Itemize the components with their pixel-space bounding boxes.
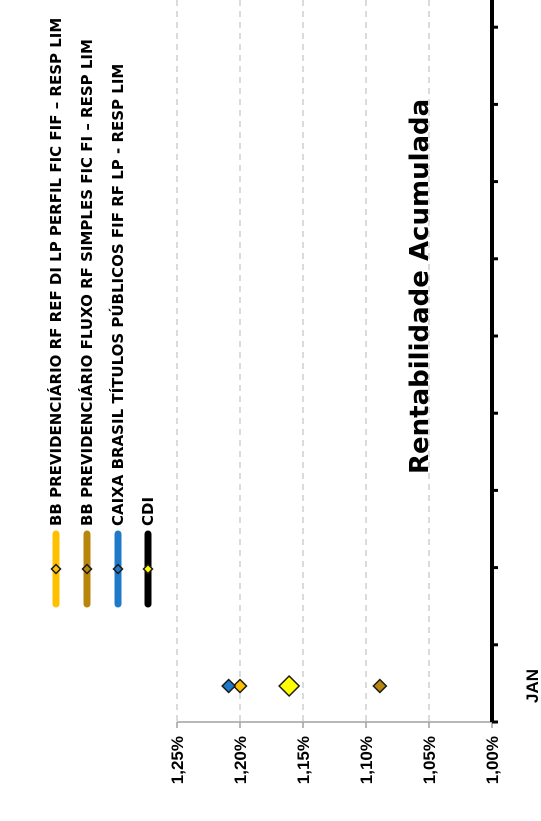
legend: BB PREVIDENCIÁRIO RF REF DI LP PERFIL FI… [46,18,157,608]
legend-label: BB PREVIDENCIÁRIO FLUXO RF SIMPLES FIC F… [77,39,96,526]
legend-item: CAIXA BRASIL TÍTULOS PÚBLICOS FIF RF LP … [108,64,127,608]
legend-swatch-marker [142,563,154,575]
axes [176,0,498,728]
data-point [372,678,388,694]
legend-label: BB PREVIDENCIÁRIO RF REF DI LP PERFIL FI… [46,18,65,526]
legend-item: CDI [139,497,157,608]
chart-title: Rentabilidade Acumulada [405,99,435,474]
y-tick-label: 1,00% [483,736,502,784]
y-tick-label: 1,15% [294,736,313,784]
y-tick-label: 1,10% [357,736,376,784]
category-label: JAN [523,669,541,703]
legend-label: CAIXA BRASIL TÍTULOS PÚBLICOS FIF RF LP … [108,64,127,526]
legend-label: CDI [139,497,157,526]
data-point [278,674,301,698]
legend-item: BB PREVIDENCIÁRIO RF REF DI LP PERFIL FI… [46,18,65,608]
grid-lines [176,0,430,722]
data-points [221,674,388,698]
y-tick-label: 1,05% [420,736,439,784]
category-labels: JAN [523,669,541,703]
legend-swatch-marker [50,563,62,575]
y-tick-label: 1,20% [231,736,250,784]
data-point [232,678,248,694]
legend-swatch-marker [81,563,93,575]
legend-swatch-marker [112,563,124,575]
legend-item: BB PREVIDENCIÁRIO FLUXO RF SIMPLES FIC F… [77,39,96,608]
y-tick-label: 1,25% [168,736,187,784]
y-tick-labels: 1,25% 1,20% 1,15% 1,10% 1,05% 1,00% [168,736,502,784]
data-point [221,678,237,694]
